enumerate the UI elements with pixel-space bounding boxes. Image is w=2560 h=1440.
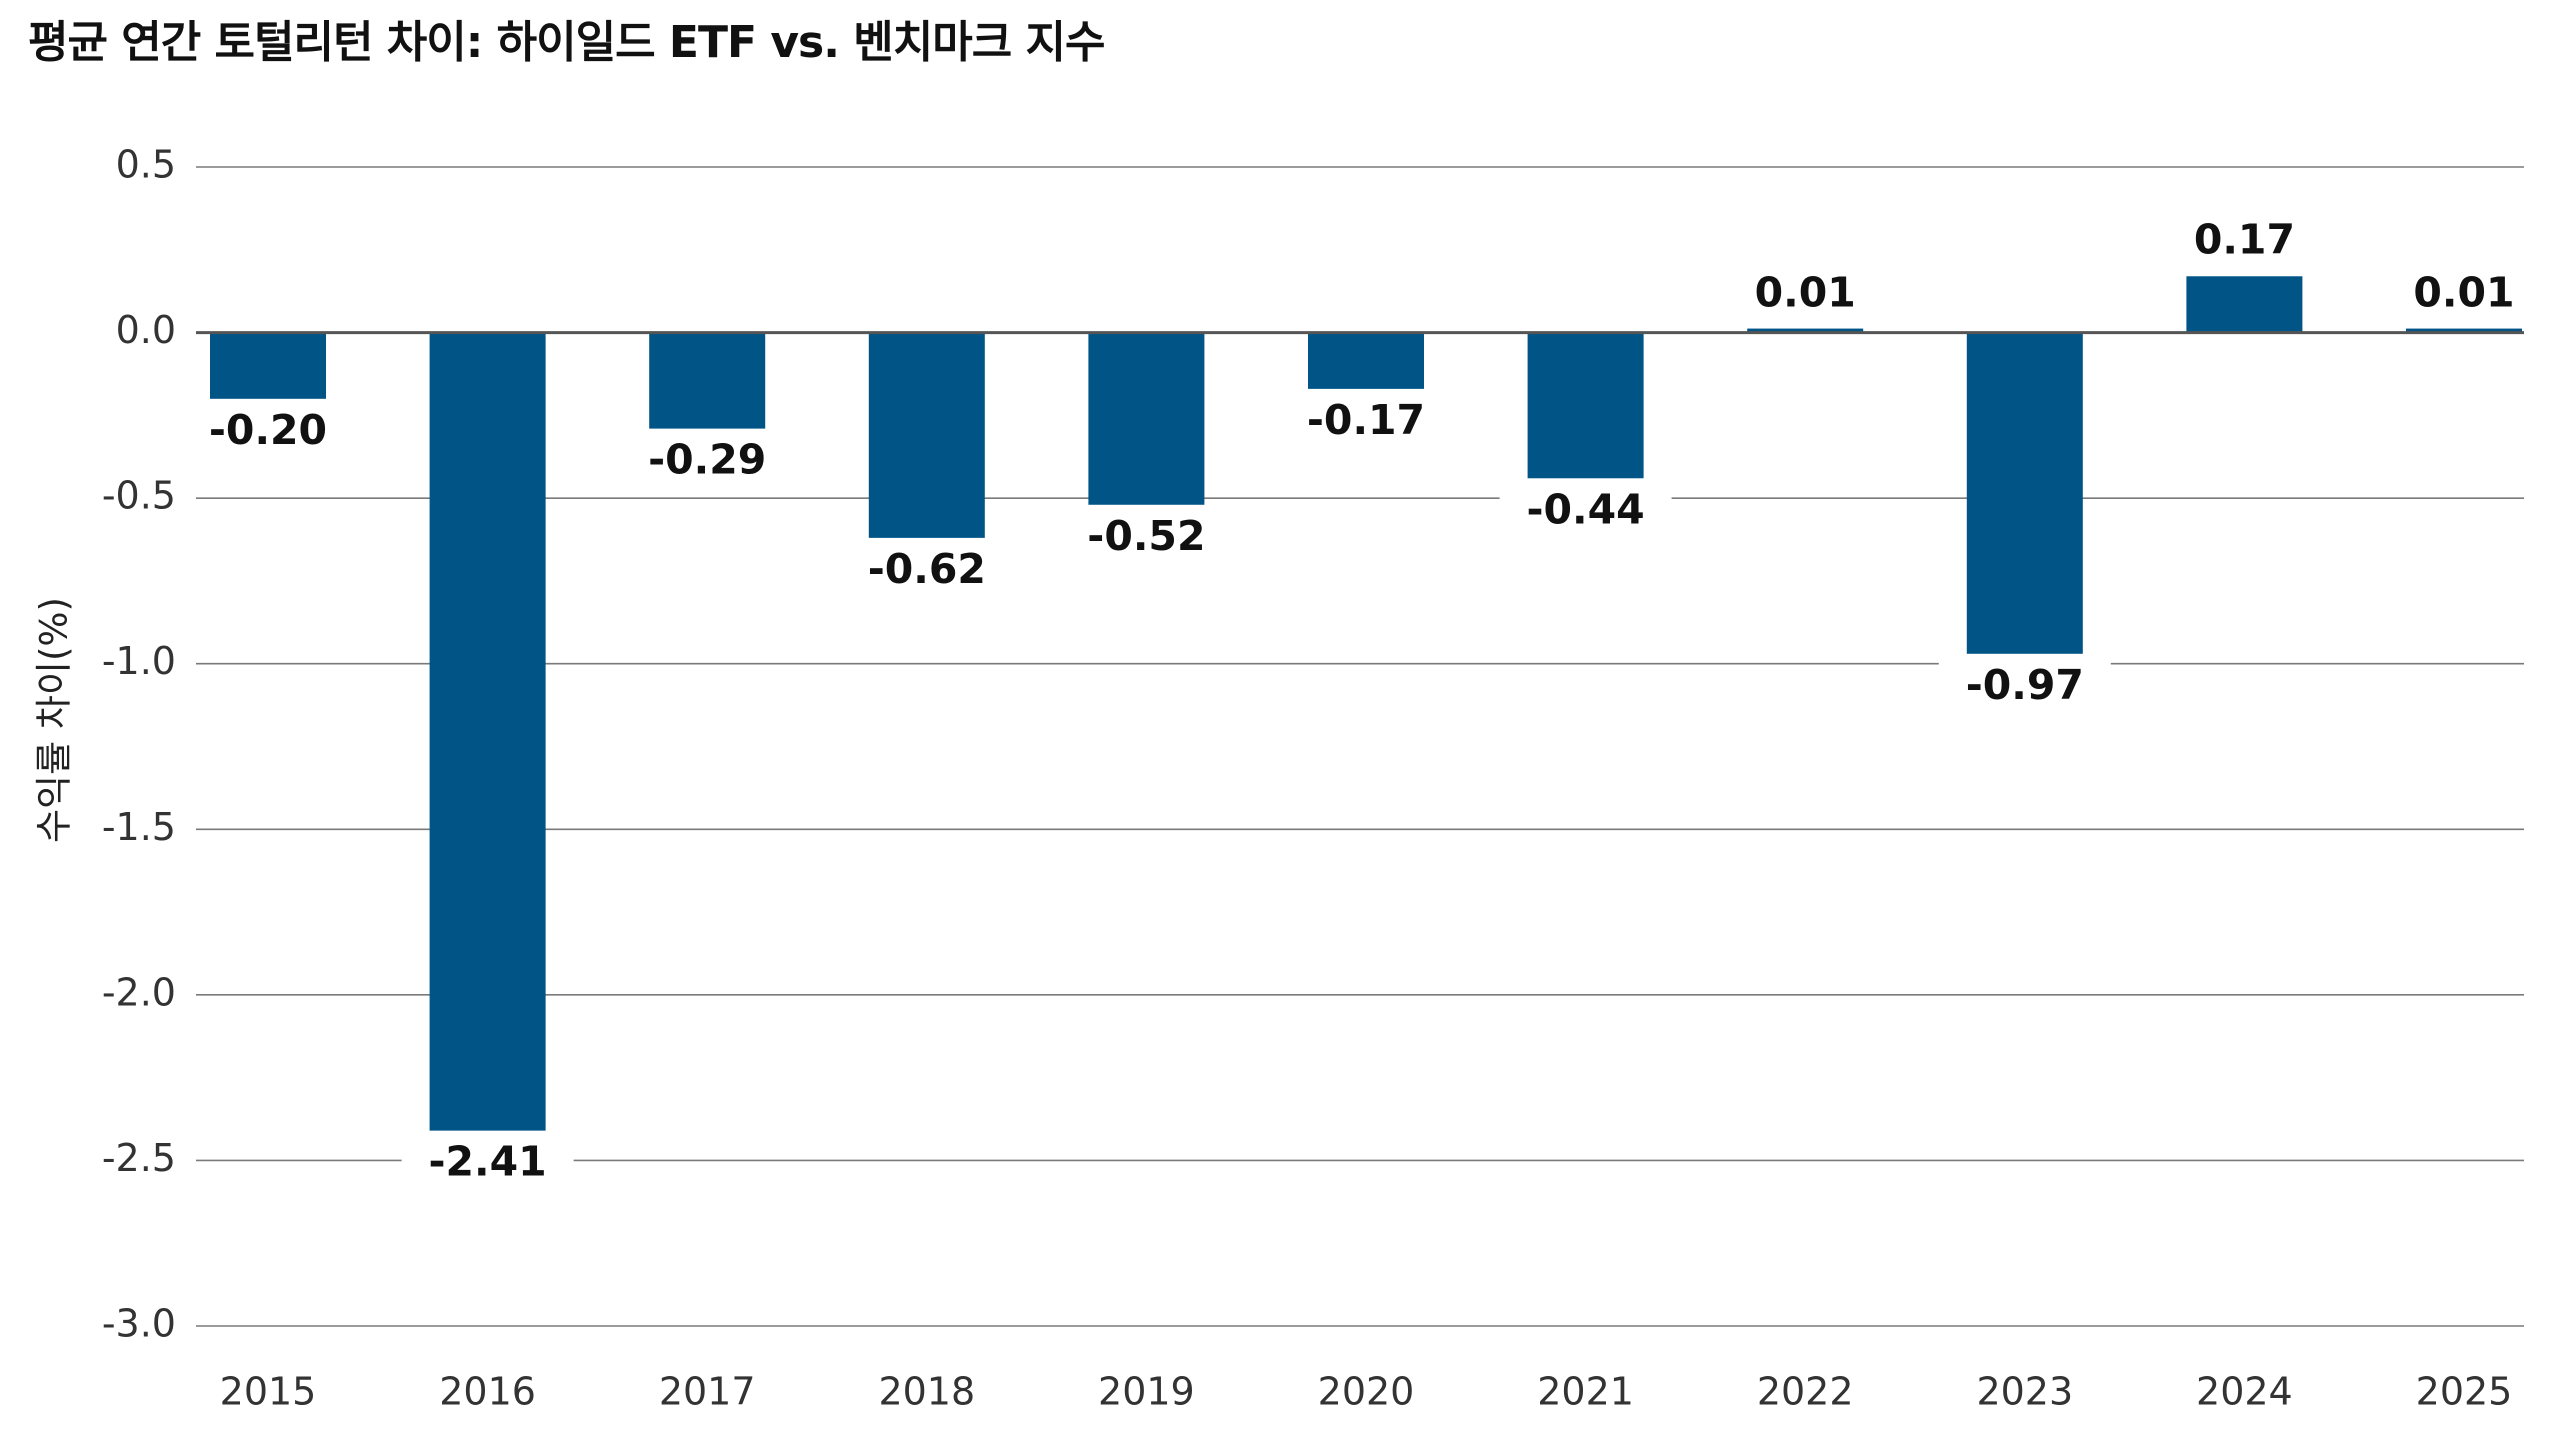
x-tick-label: 2021 (1537, 1370, 1634, 1414)
data-label-background (840, 543, 1013, 600)
data-label-2018: -0.62 (868, 545, 986, 593)
data-label-background (1719, 267, 1892, 324)
x-tick-label: 2016 (439, 1370, 536, 1414)
data-labels: -0.20 -2.41 -0.29 -0.62 -0.52 -0.17 -0.44 0.01 -… (182, 214, 2550, 1193)
y-tick-label: -0.5 (102, 474, 176, 518)
data-label-2019: -0.52 (1087, 512, 1205, 560)
bars (210, 276, 2522, 1131)
x-tick-label: 2015 (220, 1370, 317, 1414)
y-tick-label: -3.0 (102, 1302, 176, 1346)
data-label-2025: 0.01 (2413, 268, 2514, 316)
bar-2015 (210, 332, 326, 399)
y-tick-label: 0.5 (116, 143, 176, 187)
data-label-2023: -0.97 (1966, 661, 2084, 709)
data-label-background (182, 404, 354, 461)
data-label-2022: 0.01 (1755, 268, 1856, 316)
bar-2017 (649, 332, 766, 429)
y-axis-ticks: 0.5 0.0 -0.5 -1.0 -1.5 -2.0 -2.5 -3.0 (102, 143, 176, 1346)
chart-title: 평균 연간 토털리턴 차이: 하이일드 ETF vs. 벤치마크 지수 (28, 17, 1105, 68)
x-tick-label: 2017 (659, 1370, 756, 1414)
data-label-background (1060, 510, 1233, 567)
data-label-background (401, 1136, 574, 1193)
data-label-background (1938, 659, 2111, 716)
bar-2021 (1527, 332, 1644, 479)
data-label-background (2158, 214, 2331, 271)
x-tick-label: 2023 (1976, 1370, 2073, 1414)
bar-2016 (429, 332, 546, 1131)
bar-2025 (2406, 328, 2522, 333)
bar-2022 (1747, 328, 1864, 333)
gridlines (196, 166, 2524, 1327)
data-label-2015: -0.20 (209, 406, 327, 454)
y-tick-label: -2.5 (102, 1136, 176, 1180)
bar-2024 (2186, 276, 2303, 333)
bar-2018 (868, 332, 985, 538)
x-tick-label: 2020 (1318, 1370, 1415, 1414)
x-axis-ticks: 2015 2016 2017 2018 2019 2020 2021 2022 2023 2024… (220, 1370, 2513, 1414)
data-label-background (2378, 267, 2550, 324)
y-tick-label: -1.5 (102, 805, 176, 849)
data-label-2017: -0.29 (648, 436, 766, 484)
x-tick-label: 2025 (2416, 1370, 2513, 1414)
data-label-2016: -2.41 (429, 1138, 547, 1186)
bar-2023 (1966, 332, 2083, 654)
data-label-background (621, 434, 794, 491)
bar-2020 (1308, 332, 1424, 389)
data-label-2024: 0.17 (2194, 215, 2295, 263)
y-tick-label: 0.0 (116, 308, 176, 352)
x-tick-label: 2019 (1098, 1370, 1195, 1414)
y-tick-label: -2.0 (102, 970, 176, 1014)
data-label-background (1280, 394, 1452, 451)
data-label-2021: -0.44 (1527, 485, 1645, 533)
y-tick-label: -1.0 (102, 639, 176, 683)
data-label-2020: -0.17 (1307, 396, 1425, 444)
x-tick-label: 2018 (878, 1370, 975, 1414)
x-tick-label: 2022 (1757, 1370, 1854, 1414)
y-axis-title: 수익률 차이(%) (33, 597, 76, 843)
data-label-background (1499, 484, 1672, 541)
bar-2019 (1088, 332, 1205, 505)
x-tick-label: 2024 (2196, 1370, 2293, 1414)
